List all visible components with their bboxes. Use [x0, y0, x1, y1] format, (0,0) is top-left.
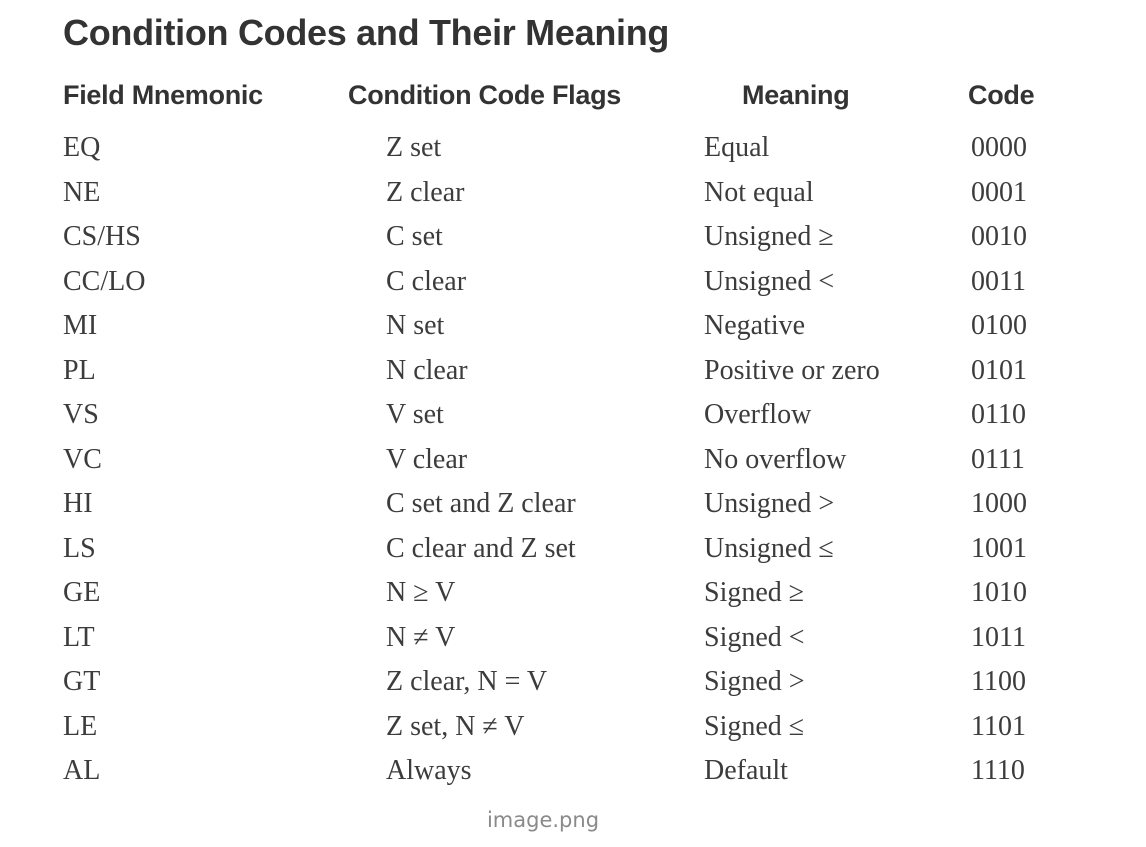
field-mnemonic-cell: CS/HS — [63, 221, 141, 252]
field-mnemonic-cell: MI — [63, 310, 98, 341]
table-row: EQ Z set Equal 0000 — [0, 126, 1146, 171]
field-mnemonic-cell: VS — [63, 399, 99, 430]
condition-flags-cell: C clear and Z set — [386, 532, 576, 564]
meaning-cell: No overflow — [704, 443, 847, 475]
meaning-cell: Positive or zero — [704, 354, 880, 386]
meaning-cell: Overflow — [704, 399, 812, 430]
code-cell: 0011 — [971, 265, 1026, 297]
table-row: GE N ≥ V Signed ≥ 1010 — [0, 571, 1146, 616]
condition-flags-cell: V set — [386, 399, 444, 430]
field-mnemonic-cell: EQ — [63, 132, 101, 163]
table-row: MI N set Negative 0100 — [0, 304, 1146, 349]
field-mnemonic-cell: LS — [63, 532, 96, 564]
meaning-cell: Signed ≤ — [704, 710, 805, 742]
table-row: LT N ≠ V Signed < 1011 — [0, 616, 1146, 661]
code-cell: 0010 — [971, 221, 1027, 252]
header-condition-code-flags: Condition Code Flags — [348, 80, 621, 110]
code-cell: 1101 — [971, 710, 1026, 742]
meaning-cell: Signed < — [704, 621, 805, 653]
table-row: VS V set Overflow 0110 — [0, 393, 1146, 438]
code-cell: 1001 — [971, 532, 1027, 564]
code-cell: 1110 — [971, 755, 1025, 786]
meaning-cell: Signed ≥ — [704, 577, 805, 608]
table-row: VC V clear No overflow 0111 — [0, 438, 1146, 483]
condition-flags-cell: N ≠ V — [386, 621, 456, 653]
header-field-mnemonic: Field Mnemonic — [63, 80, 263, 110]
code-cell: 0001 — [971, 176, 1027, 208]
condition-flags-cell: Always — [386, 755, 472, 786]
image-caption: image.png — [486, 808, 600, 832]
table-title: Condition Codes and Their Meaning — [63, 12, 670, 53]
condition-flags-cell: C clear — [386, 265, 467, 297]
table-row: LE Z set, N ≠ V Signed ≤ 1101 — [0, 705, 1146, 750]
header-code: Code — [968, 80, 1035, 110]
field-mnemonic-cell: PL — [63, 354, 96, 386]
field-mnemonic-cell: AL — [63, 755, 101, 786]
code-cell: 1000 — [971, 488, 1027, 519]
code-cell: 0111 — [971, 443, 1025, 475]
table-row: CC/LO C clear Unsigned < 0011 — [0, 260, 1146, 305]
code-cell: 0101 — [971, 354, 1027, 386]
code-cell: 1100 — [971, 666, 1026, 697]
field-mnemonic-cell: NE — [63, 176, 101, 208]
field-mnemonic-cell: HI — [63, 488, 93, 519]
field-mnemonic-cell: GT — [63, 666, 101, 697]
condition-flags-cell: N set — [386, 310, 445, 341]
meaning-cell: Equal — [704, 132, 770, 163]
table-row: CS/HS C set Unsigned ≥ 0010 — [0, 215, 1146, 260]
meaning-cell: Signed > — [704, 666, 805, 697]
field-mnemonic-cell: LE — [63, 710, 98, 742]
meaning-cell: Unsigned ≥ — [704, 221, 834, 252]
field-mnemonic-cell: GE — [63, 577, 101, 608]
meaning-cell: Unsigned < — [704, 265, 835, 297]
code-cell: 0110 — [971, 399, 1026, 430]
meaning-cell: Not equal — [704, 176, 814, 208]
condition-flags-cell: C set and Z clear — [386, 488, 576, 519]
condition-flags-cell: Z set — [386, 132, 442, 163]
condition-flags-cell: Z clear, N = V — [386, 666, 548, 697]
table-row: LS C clear and Z set Unsigned ≤ 1001 — [0, 527, 1146, 572]
table-row: HI C set and Z clear Unsigned > 1000 — [0, 482, 1146, 527]
meaning-cell: Default — [704, 755, 788, 786]
meaning-cell: Unsigned ≤ — [704, 532, 834, 564]
condition-flags-cell: N clear — [386, 354, 468, 386]
table-row: AL Always Default 1110 — [0, 749, 1146, 794]
field-mnemonic-cell: CC/LO — [63, 265, 146, 297]
meaning-cell: Negative — [704, 310, 806, 341]
condition-flags-cell: V clear — [386, 443, 468, 475]
code-cell: 1011 — [971, 621, 1026, 653]
code-cell: 1010 — [971, 577, 1027, 608]
condition-flags-cell: Z clear — [386, 176, 465, 208]
field-mnemonic-cell: LT — [63, 621, 95, 653]
condition-flags-cell: C set — [386, 221, 443, 252]
meaning-cell: Unsigned > — [704, 488, 835, 519]
table-row: GT Z clear, N = V Signed > 1100 — [0, 660, 1146, 705]
table-row: NE Z clear Not equal 0001 — [0, 171, 1146, 216]
condition-flags-cell: N ≥ V — [386, 577, 456, 608]
field-mnemonic-cell: VC — [63, 443, 102, 475]
code-cell: 0100 — [971, 310, 1027, 341]
table-body: EQ Z set Equal 0000 NE Z clear Not equal 0001 CS… — [0, 126, 1146, 794]
code-cell: 0000 — [971, 132, 1027, 163]
header-meaning: Meaning — [742, 80, 850, 110]
table-row: PL N clear Positive or zero 0101 — [0, 349, 1146, 394]
condition-flags-cell: Z set, N ≠ V — [386, 710, 525, 742]
